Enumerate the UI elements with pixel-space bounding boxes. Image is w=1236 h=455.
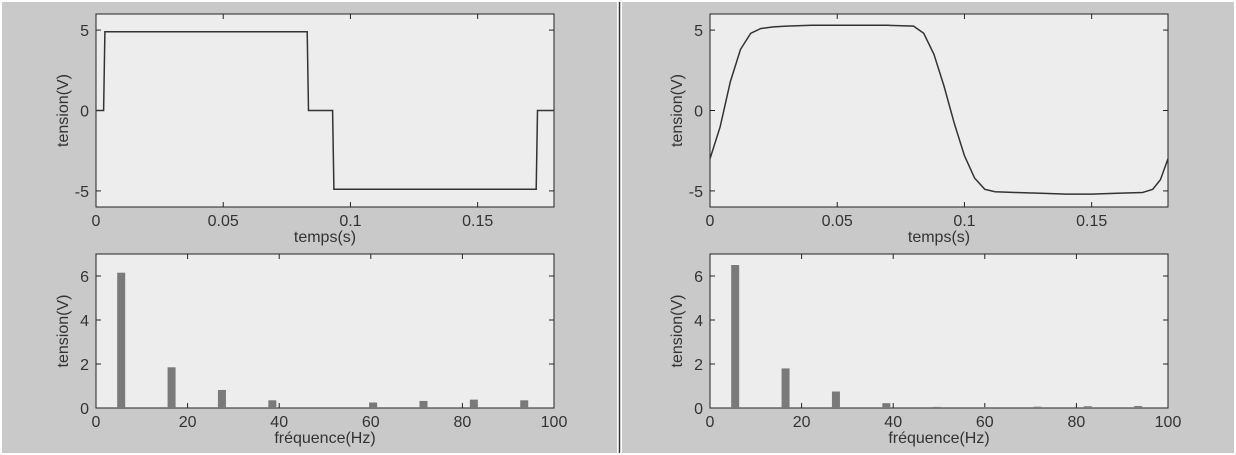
x-axis-label: temps(s) [294, 229, 356, 246]
y-tick-label: 2 [694, 357, 703, 374]
x-tick-label: 20 [793, 414, 811, 431]
x-tick-label: 0 [706, 414, 715, 431]
harmonic-bar [419, 400, 428, 408]
left-freq-chart: 0 20 40 60 80 100 0 2 4 6 fréquence(Hz) tension(V) [55, 253, 568, 447]
harmonic-bar [369, 402, 378, 408]
x-axis-label: temps(s) [908, 229, 970, 246]
y-axis-label: tension(V) [669, 295, 686, 368]
x-tick-label: 0.15 [462, 213, 493, 230]
y-tick-label: 2 [80, 357, 89, 374]
harmonic-bar [117, 272, 126, 408]
y-tick-label: 5 [80, 23, 89, 40]
y-tick-label: 4 [80, 313, 89, 330]
x-tick-label: 0.1 [953, 213, 975, 230]
x-tick-label: 100 [1155, 414, 1182, 431]
x-tick-label: 0.1 [339, 213, 361, 230]
x-tick-label: 0.05 [822, 213, 853, 230]
harmonic-bar [731, 265, 740, 408]
y-tick-label: 0 [80, 104, 89, 121]
x-tick-label: 20 [179, 414, 197, 431]
x-tick-label: 100 [541, 414, 568, 431]
x-tick-label: 60 [362, 414, 380, 431]
y-tick-label: 0 [694, 401, 703, 418]
y-axis-label: tension(V) [55, 295, 72, 368]
x-tick-label: 0 [92, 414, 101, 431]
x-tick-label: 0 [706, 213, 715, 230]
y-tick-label: 0 [694, 104, 703, 121]
right-freq-chart: 0 20 40 60 80 100 0 2 4 6 fréquence(Hz) tension(V) [669, 253, 1182, 447]
y-axis-label: tension(V) [669, 74, 686, 147]
y-tick-label: 0 [80, 401, 89, 418]
x-tick-label: 0.15 [1076, 213, 1107, 230]
x-tick-label: 40 [270, 414, 288, 431]
y-tick-label: 6 [694, 269, 703, 286]
harmonic-bar [983, 407, 992, 409]
x-tick-label: 0 [92, 213, 101, 230]
x-axis-label: fréquence(Hz) [274, 430, 375, 447]
harmonic-bar [781, 368, 790, 408]
signal-trace [96, 30, 554, 191]
harmonic-bar [831, 391, 840, 408]
axes-frame [95, 253, 555, 409]
harmonic-bar [217, 389, 226, 408]
y-axis-label: tension(V) [55, 74, 72, 147]
harmonic-bar [932, 406, 941, 408]
y-tick-label: 4 [694, 313, 703, 330]
harmonic-bar [520, 400, 529, 408]
x-tick-label: 80 [1068, 414, 1086, 431]
x-axis-label: fréquence(Hz) [888, 430, 989, 447]
harmonic-bar [268, 400, 277, 408]
x-tick-label: 60 [976, 414, 994, 431]
axes-frame [709, 13, 1169, 208]
y-tick-label: 6 [80, 269, 89, 286]
harmonic-bar [167, 367, 176, 408]
x-tick-label: 80 [454, 414, 472, 431]
harmonic-bar [1134, 406, 1143, 408]
x-tick-label: 40 [884, 414, 902, 431]
axes-frame [709, 253, 1169, 409]
x-tick-label: 0.05 [208, 213, 239, 230]
signal-trace [709, 24, 1169, 195]
y-tick-label: -5 [689, 184, 703, 201]
harmonic-bar [469, 399, 478, 408]
y-tick-label: 5 [694, 23, 703, 40]
harmonic-bar [882, 403, 891, 408]
harmonic-bar [1033, 406, 1042, 408]
harmonic-bar [1083, 406, 1092, 408]
y-tick-label: -5 [75, 184, 89, 201]
